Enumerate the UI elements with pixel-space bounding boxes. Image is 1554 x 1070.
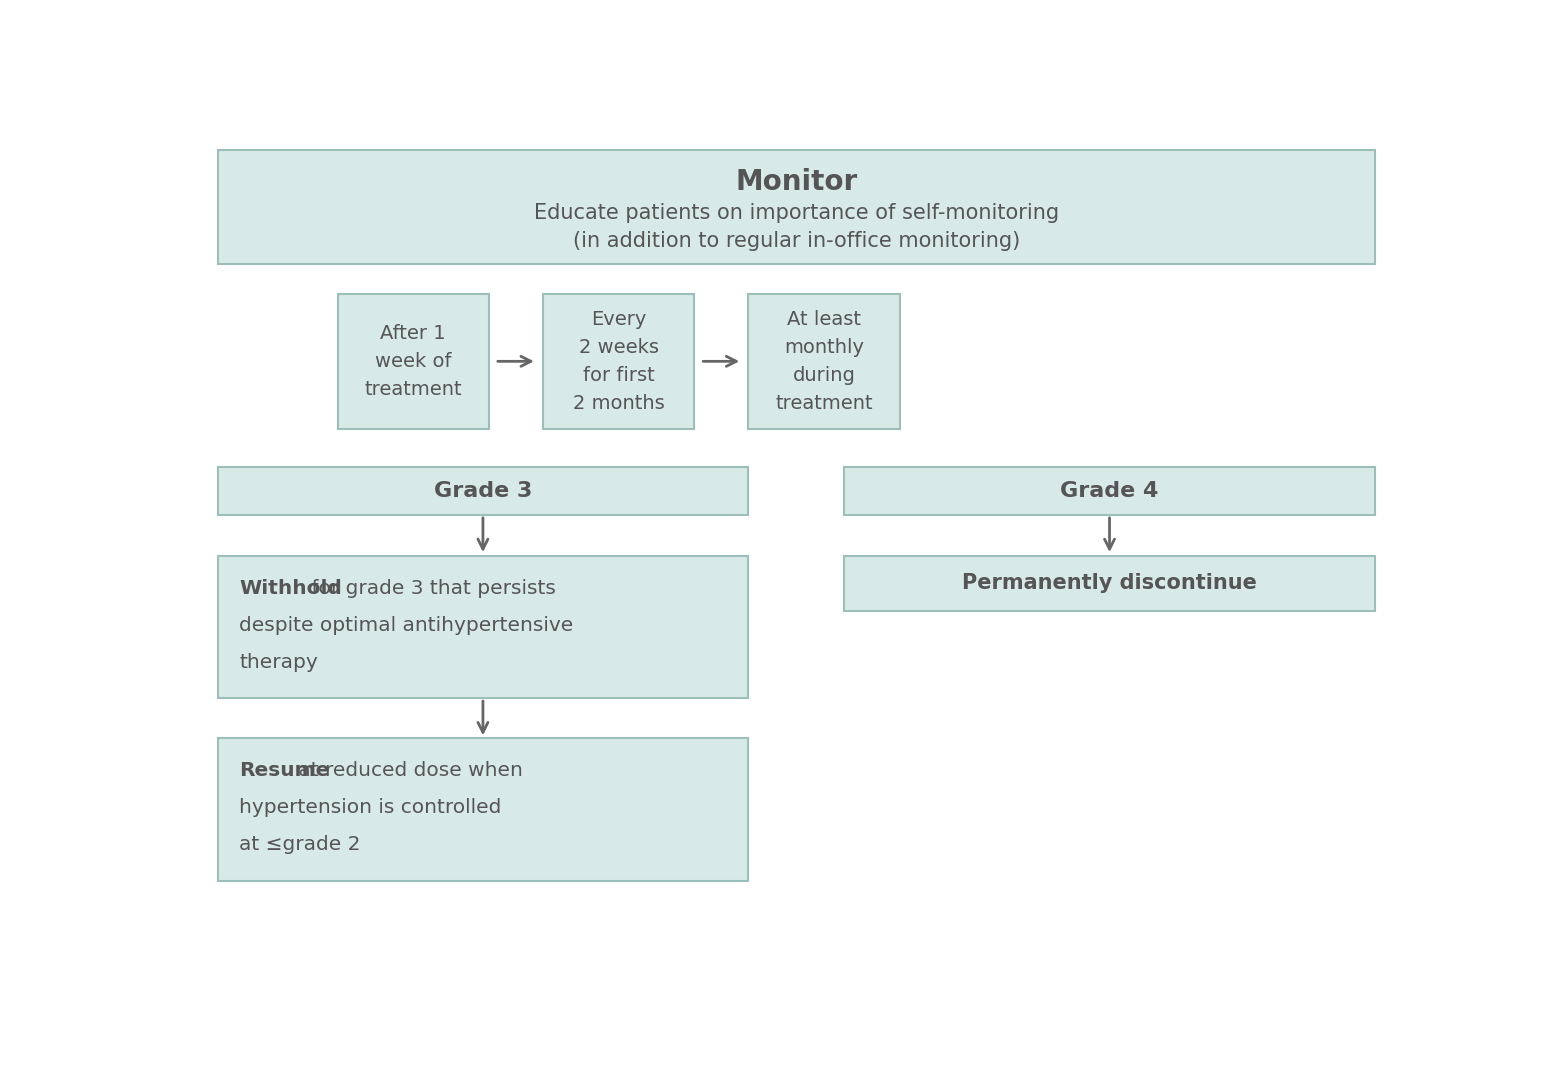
Bar [218, 555, 749, 699]
Bar [218, 468, 749, 515]
Text: at reduced dose when: at reduced dose when [292, 761, 522, 780]
Bar [542, 294, 695, 429]
Text: therapy: therapy [239, 653, 319, 672]
Text: for grade 3 that persists: for grade 3 that persists [305, 579, 556, 597]
Text: At least
monthly
during
treatment: At least monthly during treatment [775, 310, 873, 413]
Text: Grade 4: Grade 4 [1060, 482, 1159, 501]
Text: despite optimal antihypertensive: despite optimal antihypertensive [239, 615, 573, 635]
Text: Monitor: Monitor [735, 168, 858, 196]
Bar [337, 294, 490, 429]
Text: Educate patients on importance of self-monitoring: Educate patients on importance of self-m… [535, 203, 1058, 224]
Text: Withhold for grade 3 that persists: Withhold for grade 3 that persists [239, 579, 580, 597]
Text: (in addition to regular in-office monitoring): (in addition to regular in-office monito… [573, 231, 1019, 250]
Text: Grade 3: Grade 3 [434, 482, 531, 501]
Text: Resume: Resume [239, 761, 329, 780]
Text: After 1
week of
treatment: After 1 week of treatment [364, 324, 462, 399]
Text: at ≤grade 2: at ≤grade 2 [239, 835, 361, 854]
Bar [218, 738, 749, 881]
Text: hypertension is controlled: hypertension is controlled [239, 798, 502, 817]
Bar [844, 468, 1375, 515]
Bar [844, 555, 1375, 611]
Text: Permanently discontinue: Permanently discontinue [962, 574, 1257, 594]
Bar [749, 294, 900, 429]
Text: Every
2 weeks
for first
2 months: Every 2 weeks for first 2 months [573, 310, 665, 413]
Text: Withhold: Withhold [239, 579, 342, 597]
Bar [218, 150, 1375, 264]
